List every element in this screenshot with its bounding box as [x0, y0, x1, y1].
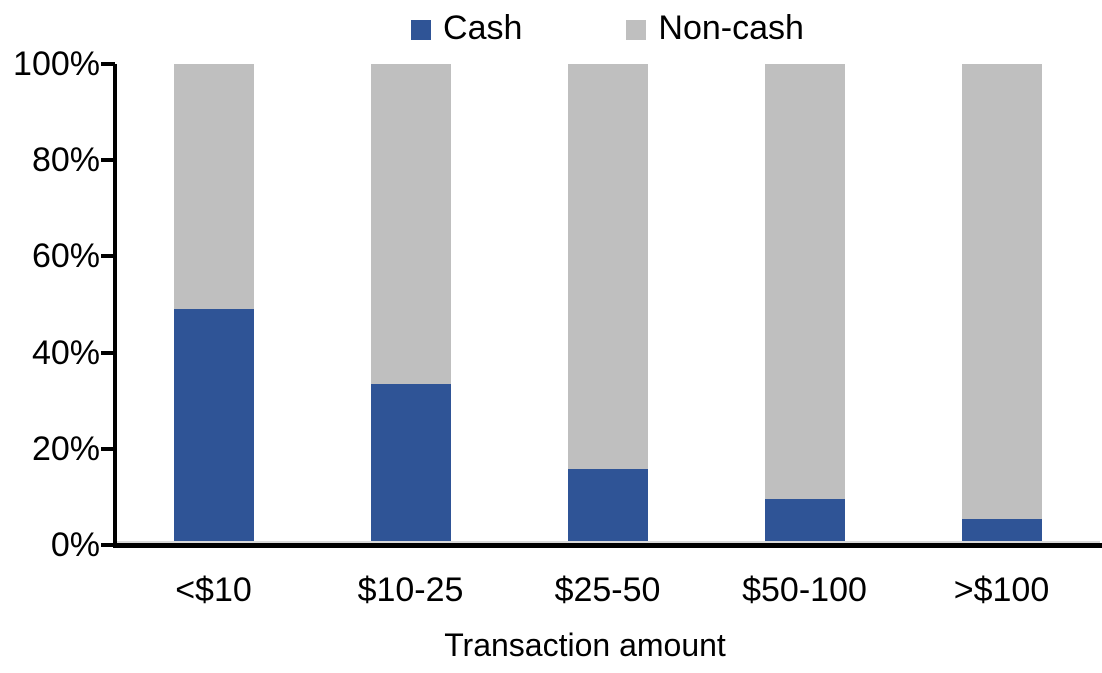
bar-slot — [115, 64, 312, 545]
bar-slot — [706, 64, 903, 545]
y-axis-line — [113, 64, 117, 548]
cash-segment — [961, 518, 1042, 545]
bar-series — [115, 64, 1100, 545]
zero-gridline — [115, 541, 1100, 543]
cash-swatch-icon — [411, 20, 432, 40]
y-tick-label: 80% — [31, 141, 100, 180]
x-axis-labels: <$10 $10-25 $25-50 $50-100 >$100 — [115, 570, 1100, 610]
plot-area — [101, 62, 1102, 548]
stacked-bar — [173, 64, 254, 545]
legend-item-non-cash: Non-cash — [626, 8, 804, 48]
x-tick-label: $10-25 — [357, 571, 464, 609]
x-axis-line — [113, 543, 1102, 548]
legend-label-non-cash: Non-cash — [658, 9, 804, 47]
legend-item-cash: Cash — [411, 8, 522, 48]
y-axis-tick — [101, 543, 115, 547]
non-cash-segment — [764, 64, 845, 499]
bar-slot — [509, 64, 706, 545]
y-axis-tick — [101, 254, 115, 259]
legend-label-cash: Cash — [443, 9, 523, 47]
chart-legend: Cash Non-cash — [115, 8, 1100, 48]
stacked-bar — [370, 64, 451, 545]
x-tick-label: $25-50 — [554, 571, 661, 609]
y-axis-tick — [101, 446, 115, 451]
non-cash-segment — [370, 64, 451, 384]
y-tick-label: 0% — [50, 526, 100, 564]
non-cash-segment — [567, 64, 648, 469]
non-cash-segment — [961, 64, 1042, 519]
y-tick-label: 20% — [31, 429, 100, 468]
cash-segment — [173, 309, 254, 545]
non-cash-segment — [173, 64, 254, 310]
y-tick-label: 100% — [13, 45, 100, 83]
cash-segment — [567, 469, 648, 545]
y-axis-tick — [101, 62, 115, 66]
bar-slot — [312, 64, 509, 545]
x-tick-label: >$100 — [953, 571, 1050, 609]
y-axis-tick — [101, 350, 115, 355]
x-axis-title: Transaction amount — [444, 627, 726, 663]
y-tick-label: 40% — [31, 333, 100, 372]
y-axis-tick — [101, 158, 115, 163]
y-tick-label: 60% — [31, 237, 100, 276]
x-tick-label: $50-100 — [742, 571, 867, 609]
cash-segment — [764, 498, 845, 545]
stacked-bar — [961, 64, 1042, 545]
stacked-bar — [764, 64, 845, 545]
stacked-bar — [567, 64, 648, 545]
x-tick-label: <$10 — [175, 571, 252, 609]
cash-segment — [370, 383, 451, 545]
bar-slot — [903, 64, 1100, 545]
non-cash-swatch-icon — [626, 20, 647, 40]
